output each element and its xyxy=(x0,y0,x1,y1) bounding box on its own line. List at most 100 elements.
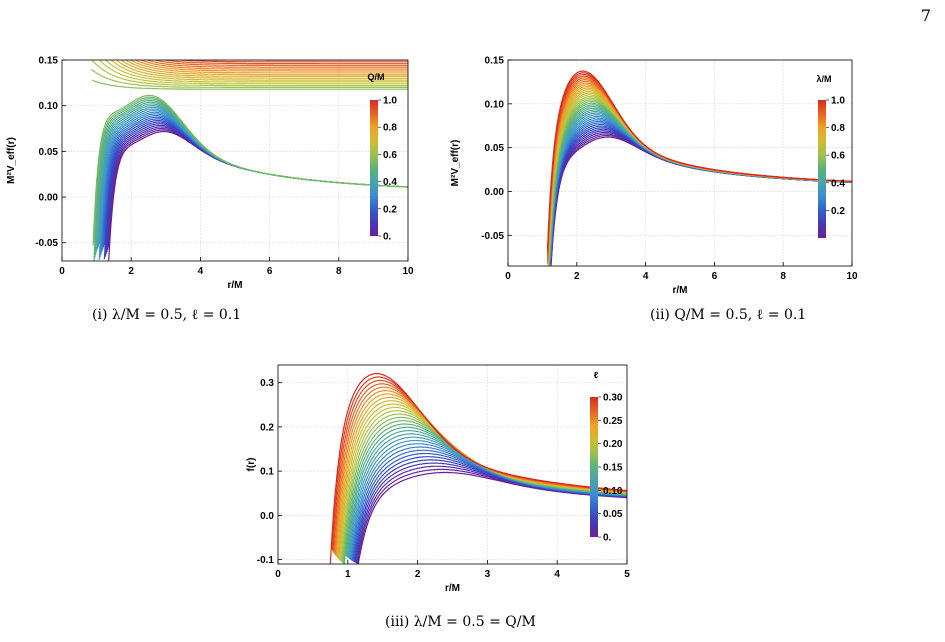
caption-iii: (iii) λ/M = 0.5 = Q/M xyxy=(385,614,536,630)
series-line xyxy=(550,134,852,265)
colorbar xyxy=(818,100,826,238)
x-axis-label: r/M xyxy=(673,285,688,296)
plot-frame xyxy=(507,59,853,267)
series-line xyxy=(175,60,408,63)
colorbar-tick-label: 0.30 xyxy=(603,393,623,404)
x-tick-label: 6 xyxy=(267,266,273,277)
caption-i: (i) λ/M = 0.5, ℓ = 0.1 xyxy=(92,307,242,323)
colorbar-tick-label: 0.8 xyxy=(831,123,845,134)
series-line xyxy=(547,82,852,248)
series-line xyxy=(91,68,408,88)
series-line xyxy=(106,126,408,252)
series-line xyxy=(105,124,408,255)
y-tick-label: 0.10 xyxy=(39,101,59,112)
series-line xyxy=(129,60,408,74)
series-line xyxy=(548,106,852,262)
series-line xyxy=(110,60,408,81)
series-line xyxy=(103,121,408,260)
colorbar-tick-label: 0.25 xyxy=(603,416,623,427)
y-tick-label: 0.00 xyxy=(39,193,59,204)
x-tick-label: 1 xyxy=(345,569,351,580)
series-line xyxy=(549,120,852,263)
x-tick-label: 0 xyxy=(505,271,511,282)
series-line xyxy=(548,107,852,264)
x-tick-label: 4 xyxy=(198,266,204,277)
series-line xyxy=(102,118,408,248)
series-line xyxy=(104,60,408,83)
series-line xyxy=(91,60,408,87)
x-axis-label: r/M xyxy=(445,583,460,594)
colorbar-tick-label: 1.0 xyxy=(383,96,397,107)
series-line xyxy=(350,446,627,561)
chart-panel-iii: 0 1 2 3 4 5 -0.1 0.0 0.1 0.2 0.3 r/M f(r) ℓ 0. 0.05 0.10… xyxy=(240,350,660,620)
series-line xyxy=(547,70,852,249)
colorbar-tick-label: 0. xyxy=(603,533,612,544)
x-axis-label: r/M xyxy=(228,280,243,291)
series-line xyxy=(355,465,627,564)
colorbar-tick-label: 1.0 xyxy=(831,96,845,107)
x-tick-label: 5 xyxy=(624,569,630,580)
y-tick-label: 0.3 xyxy=(260,378,274,389)
series-line xyxy=(348,439,627,560)
y-tick-label: -0.1 xyxy=(257,555,275,566)
series-line xyxy=(331,376,627,551)
series-line xyxy=(107,127,408,250)
series-line xyxy=(108,130,408,261)
series-line xyxy=(103,119,408,246)
colorbar-tick-label: 0. xyxy=(383,232,392,243)
y-tick-label: 0.00 xyxy=(485,187,505,198)
x-tick-label: 2 xyxy=(574,271,580,282)
x-tick-label: 2 xyxy=(128,266,134,277)
series-line xyxy=(550,130,852,260)
series-line xyxy=(93,98,408,261)
curve-group xyxy=(547,70,852,266)
series-line xyxy=(550,136,852,266)
y-axis-label: f(r) xyxy=(246,458,257,472)
chart-iii: 0 1 2 3 4 5 -0.1 0.0 0.1 0.2 0.3 r/M f(r) ℓ 0. 0.05 0.10… xyxy=(246,364,630,594)
y-tick-label: 0.1 xyxy=(260,467,274,478)
series-line xyxy=(152,60,408,67)
series-line xyxy=(548,104,852,260)
series-line xyxy=(550,128,852,258)
colorbar-tick-label: 0.8 xyxy=(383,123,397,134)
x-tick-label: 0 xyxy=(275,569,281,580)
series-line xyxy=(548,97,852,251)
x-tick-label: 6 xyxy=(712,271,718,282)
colorbar-tick-label: 0.6 xyxy=(831,151,845,162)
series-line xyxy=(549,119,852,262)
colorbar-tick-label: 0.15 xyxy=(603,463,623,474)
y-axis-label: M²V_eff(r) xyxy=(6,137,17,184)
series-line xyxy=(124,60,408,76)
colorbar-tick-label: 0.10 xyxy=(603,486,623,497)
curve-group xyxy=(329,373,627,564)
series-line xyxy=(92,94,408,246)
x-tick-label: 2 xyxy=(415,569,421,580)
caption-ii: (ii) Q/M = 0.5, ℓ = 0.1 xyxy=(650,307,807,323)
series-line xyxy=(115,60,408,79)
series-line xyxy=(548,109,852,266)
page-number: 7 xyxy=(920,6,931,25)
series-line xyxy=(550,125,852,255)
colorbar-title: λ/M xyxy=(816,74,831,84)
y-tick-label: 0.05 xyxy=(39,147,59,158)
series-line xyxy=(548,101,852,256)
series-line xyxy=(329,373,627,564)
y-tick-label: -0.05 xyxy=(481,231,504,242)
y-tick-label: 0.10 xyxy=(485,99,505,110)
x-tick-label: 10 xyxy=(402,266,414,277)
x-tick-label: 10 xyxy=(846,271,858,282)
x-tick-label: 8 xyxy=(336,266,342,277)
series-line xyxy=(120,60,408,77)
series-line xyxy=(80,42,408,59)
series-line xyxy=(550,133,852,263)
x-tick-label: 4 xyxy=(643,271,649,282)
series-line xyxy=(104,123,408,257)
series-line xyxy=(134,60,408,72)
chart-panel-i: 0 2 4 6 8 10 -0.05 0.00 0.05 0.10 0.15 r/M M²V_eff(r… xyxy=(0,40,430,340)
series-line xyxy=(92,79,408,90)
y-tick-label: 0.15 xyxy=(485,56,505,67)
x-tick-label: 3 xyxy=(485,569,491,580)
colorbar xyxy=(370,100,378,236)
series-line xyxy=(98,60,408,85)
colorbar-tick-label: 0.2 xyxy=(831,206,845,217)
